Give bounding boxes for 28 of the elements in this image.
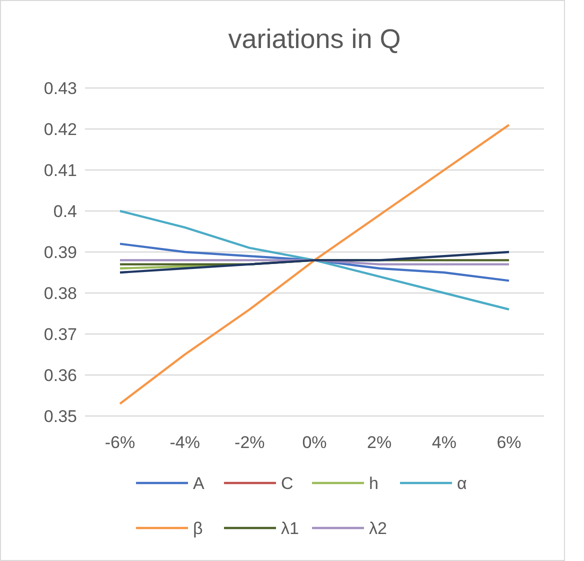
y-tick-label: 0.4 xyxy=(53,202,77,221)
legend-label: C xyxy=(281,474,294,493)
x-tick-label: -4% xyxy=(170,433,200,452)
legend-label: β xyxy=(193,518,203,538)
x-tick-label: -6% xyxy=(104,433,136,452)
chart-title: variations in Q xyxy=(228,24,401,54)
y-tick-label: 0.35 xyxy=(44,406,77,426)
legend-label: α xyxy=(457,474,467,493)
x-tick-label: 2% xyxy=(367,433,392,452)
y-tick-label: 0.38 xyxy=(44,284,77,303)
x-tick-label: 0% xyxy=(302,433,327,452)
y-tick-label: 0.37 xyxy=(44,324,77,344)
y-tick-label: 0.43 xyxy=(44,78,77,98)
line-series xyxy=(118,210,510,310)
legend-label: λ2 xyxy=(369,518,387,538)
x-tick-label: -2% xyxy=(234,433,265,452)
y-tick-label: 0.36 xyxy=(44,366,77,385)
y-tick-label: 0.41 xyxy=(44,160,77,180)
line-series xyxy=(118,242,510,282)
y-tick-label: 0.39 xyxy=(44,242,77,262)
x-tick-label: 4% xyxy=(432,433,456,452)
line-series xyxy=(118,250,510,274)
legend-label: A xyxy=(193,474,205,493)
line-series xyxy=(118,124,510,405)
legend-label: λ1 xyxy=(281,518,299,538)
x-tick-label: 6% xyxy=(496,433,522,452)
legend-label: h xyxy=(369,474,378,493)
y-tick-label: 0.42 xyxy=(44,120,77,139)
